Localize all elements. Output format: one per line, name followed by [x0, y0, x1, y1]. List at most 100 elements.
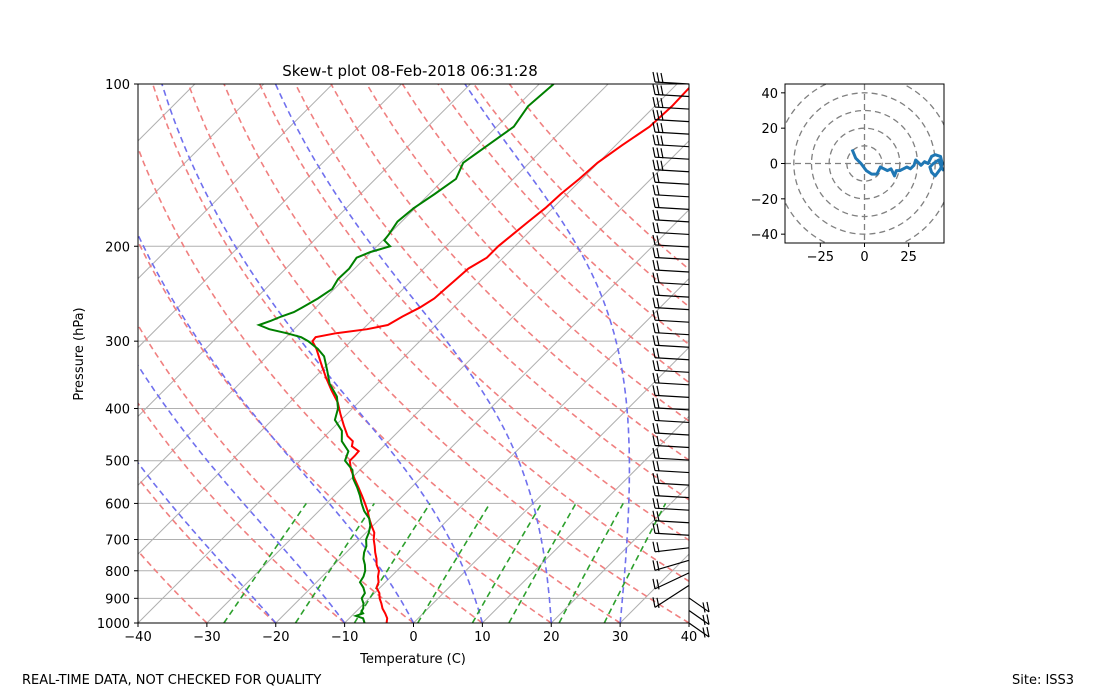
wind-barb-flag — [652, 541, 656, 552]
wind-barb-staff — [654, 169, 690, 173]
wind-barb-flag — [660, 123, 664, 134]
dry-adiabat-line — [187, 84, 689, 623]
y-tick-label: 400 — [105, 403, 130, 418]
wind-barb-staff — [654, 394, 690, 398]
wind-barb-flag — [652, 84, 656, 95]
wind-barb-staff — [654, 432, 690, 436]
mixing-ratio-line — [223, 502, 307, 623]
wind-barb-staff — [654, 559, 690, 571]
wind-barb-staff — [654, 520, 690, 524]
wind-barb-flag — [652, 297, 656, 308]
wind-barb-flag — [652, 234, 656, 246]
dry-adiabat-line — [401, 84, 689, 384]
wind-barb-flag — [660, 135, 664, 146]
wind-barb-flag — [656, 410, 660, 422]
moist-adiabat-line — [138, 461, 277, 623]
dry-adiabat-line — [138, 549, 208, 623]
wind-barb-flag — [656, 272, 660, 284]
hodograph-x-tick-label: −25 — [807, 250, 834, 265]
wind-barb-flag — [656, 511, 660, 522]
isotherm-line — [482, 415, 689, 623]
dry-adiabat-line — [151, 84, 621, 623]
wind-barb-staff — [688, 609, 710, 625]
wind-barb-flag — [652, 109, 656, 120]
isotherm-line — [138, 84, 471, 418]
dry-adiabat-line — [138, 145, 552, 623]
wind-barb-flag — [660, 85, 664, 96]
wind-barb-flag — [656, 197, 660, 208]
isotherm-line — [0, 84, 57, 623]
wind-barb-staff — [654, 156, 690, 160]
wind-barb-staff — [654, 572, 690, 590]
wind-barb-staff — [654, 307, 690, 311]
isotherm-line — [413, 346, 689, 623]
y-tick-label: 600 — [105, 497, 130, 512]
wind-barb-staff — [654, 457, 690, 461]
wind-barb-flag — [652, 335, 656, 346]
hodograph-y-tick-label: 40 — [761, 87, 778, 102]
wind-barb-flag — [656, 109, 660, 121]
wind-barb-staff — [654, 106, 690, 110]
wind-barb-staff — [688, 622, 710, 638]
mixing-ratio-line — [471, 502, 543, 623]
wind-barb-flag — [656, 486, 660, 497]
wind-barb-flag — [656, 542, 660, 553]
dry-adiabat-line — [366, 84, 689, 423]
wind-barb-flag — [652, 159, 656, 170]
wind-barb-flag — [660, 72, 664, 84]
wind-barb-flag — [656, 448, 660, 459]
y-tick-label: 100 — [105, 78, 130, 93]
wind-barb-staff — [654, 219, 690, 223]
wind-barb-staff — [654, 382, 690, 386]
hodograph — [785, 84, 944, 243]
wind-barb-flag — [652, 372, 656, 383]
wind-barb-staff — [654, 93, 690, 98]
wind-barb-flag — [660, 97, 664, 109]
dry-adiabat-line — [138, 476, 277, 623]
wind-barb-flag — [652, 184, 656, 195]
wind-barb-flag — [652, 172, 656, 183]
wind-barb-flag — [652, 272, 656, 283]
wind-barb-flag — [652, 510, 656, 521]
wind-barb-flag — [656, 97, 660, 108]
wind-barb-flag — [656, 498, 660, 509]
x-tick-label: 20 — [543, 630, 560, 645]
dry-adiabat-line — [473, 84, 689, 308]
dry-adiabat-line — [138, 401, 346, 623]
y-tick-label: 500 — [105, 455, 130, 470]
wind-barb-flag — [706, 614, 710, 625]
wind-barb-flag — [656, 160, 660, 171]
wind-barb-flag — [652, 71, 656, 83]
wind-barb-flag — [652, 222, 656, 233]
wind-barb-flag — [656, 423, 660, 434]
y-tick-label: 800 — [105, 565, 130, 580]
wind-barb-flag — [656, 579, 660, 590]
isotherm-line — [138, 84, 265, 211]
dry-adiabat-line — [223, 84, 689, 583]
x-tick-label: −20 — [262, 630, 289, 645]
hodograph-y-tick-label: 0 — [770, 158, 778, 173]
dry-adiabat-line — [258, 84, 689, 542]
wind-barb-flag — [652, 347, 656, 358]
hodograph-y-tick-label: −20 — [751, 193, 778, 208]
wind-barb-flag — [652, 197, 656, 208]
wind-barb-flag — [656, 473, 660, 484]
isotherm-line — [138, 84, 540, 486]
x-tick-label: 30 — [612, 630, 629, 645]
moist-adiabat-line — [464, 84, 631, 623]
skewt-y-axis: 1000 900 800 700 600 500 400 300 200 100 — [97, 78, 138, 632]
wind-barb-flag — [656, 335, 660, 346]
x-tick-label: 40 — [681, 630, 698, 645]
wind-barb-staff — [654, 444, 690, 449]
isotherm-line — [138, 84, 333, 280]
wind-barb-flag — [656, 298, 660, 309]
wind-barb-staff — [654, 407, 690, 411]
isotherm-line — [344, 277, 689, 623]
wind-barb-flag — [656, 373, 660, 384]
wind-barb-staff — [654, 119, 690, 123]
wind-barb-flag — [656, 72, 660, 83]
wind-barb-staff — [654, 294, 690, 298]
wind-barb-flag — [652, 209, 656, 221]
wind-barb-staff — [654, 507, 690, 511]
